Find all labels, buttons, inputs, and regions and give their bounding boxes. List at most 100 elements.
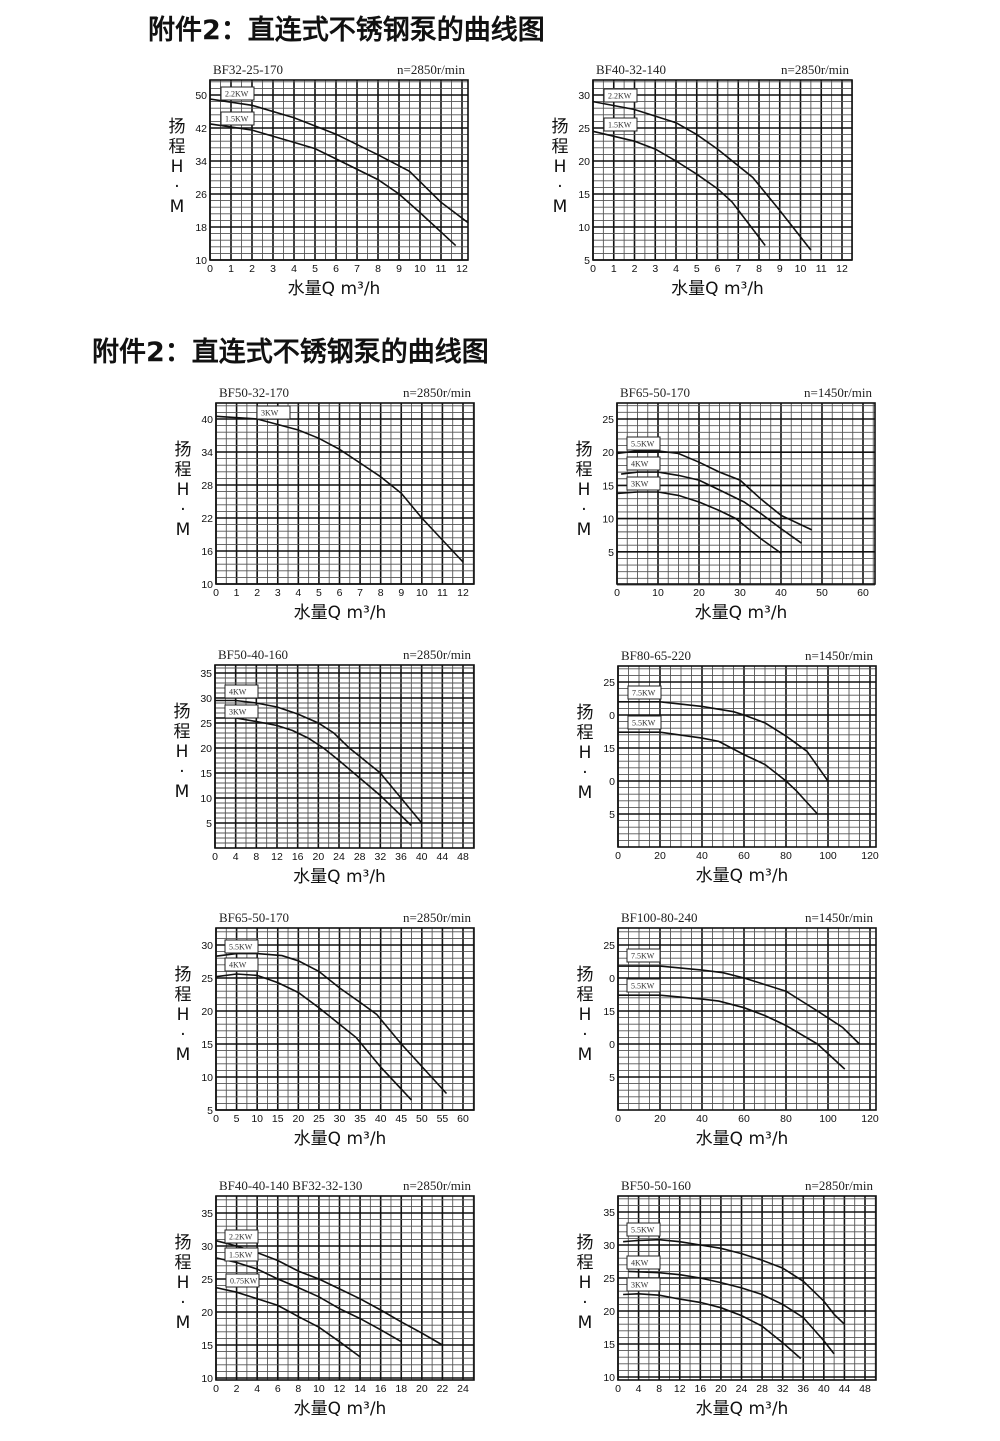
y-axis-label-char: 扬 — [577, 703, 594, 723]
y-tick-label: 15 — [602, 480, 614, 492]
x-tick-label: 9 — [777, 263, 783, 275]
y-tick-label: 10 — [603, 1372, 615, 1384]
x-tick-label: 8 — [253, 851, 259, 863]
y-axis-label-char: 扬 — [577, 1233, 594, 1253]
x-tick-label: 0 — [614, 587, 620, 599]
y-axis-label-char: 程 — [552, 137, 569, 157]
x-tick-label: 32 — [777, 1383, 789, 1395]
chart-8: BF100-80-240 n=1450r/min 0 20 40 60 80 100 120 5 0… — [577, 910, 879, 1149]
y-tick-label: 10 — [200, 793, 212, 805]
y-tick-label: 0 — [609, 973, 615, 985]
x-tick-label: 15 — [272, 1113, 284, 1125]
x-tick-label: 14 — [354, 1383, 366, 1395]
y-tick-label: 42 — [195, 123, 207, 135]
x-tick-label: 8 — [756, 263, 762, 275]
x-tick-label: 8 — [378, 587, 384, 599]
series-label-box — [220, 86, 255, 101]
series-label-box — [626, 978, 661, 993]
x-tick-label: 10 — [416, 587, 428, 599]
series-label: 4KW — [229, 688, 247, 697]
series-label-box — [603, 88, 638, 103]
series-label-box — [603, 117, 638, 132]
series-line-4KW — [628, 1270, 835, 1355]
x-tick-label: 3 — [270, 263, 276, 275]
y-tick-label: 5 — [584, 255, 590, 267]
y-axis-label-char: 扬 — [175, 440, 192, 460]
series-line-2.2KW — [209, 98, 469, 224]
y-axis-label-char: 程 — [175, 460, 192, 480]
x-tick-label: 4 — [295, 587, 301, 599]
series-label: 5.5KW — [631, 440, 655, 449]
y-axis-label-char: 程 — [577, 1253, 594, 1273]
y-axis-label-char: H — [578, 480, 591, 500]
x-axis-label: 水量Q m³/h — [293, 867, 386, 887]
y-axis-label-char: H — [177, 1005, 190, 1025]
speed-label: n=1450r/min — [805, 910, 873, 925]
y-tick-label: 16 — [201, 546, 213, 558]
x-tick-label: 9 — [398, 587, 404, 599]
y-tick-label: 10 — [201, 579, 213, 591]
series-label-box — [627, 685, 662, 700]
series-line-0.75KW — [215, 1286, 361, 1358]
y-tick-label: 35 — [200, 668, 212, 680]
y-tick-label: 5 — [609, 809, 615, 821]
chart-title: BF50-32-170 — [219, 385, 289, 400]
y-tick-label: 5 — [207, 1105, 213, 1117]
x-tick-label: 3 — [275, 587, 281, 599]
y-axis-label-char: H — [176, 742, 189, 762]
y-tick-label: 5 — [206, 818, 212, 830]
y-tick-label: 35 — [201, 1208, 213, 1220]
series-label-box — [626, 456, 661, 471]
x-tick-label: 60 — [738, 850, 750, 862]
chart-title: BF80-65-220 — [621, 648, 691, 663]
x-tick-label: 20 — [715, 1383, 727, 1395]
y-axis-label-char: · — [582, 1025, 587, 1045]
x-tick-label: 12 — [456, 263, 468, 275]
series-line-5.5KW — [623, 1238, 845, 1325]
y-tick-label: 30 — [201, 940, 213, 952]
series-line-3KW — [616, 491, 782, 554]
plot-frame — [617, 927, 877, 1111]
y-axis-label-char: · — [581, 500, 586, 520]
y-tick-label: 15 — [200, 768, 212, 780]
x-tick-label: 40 — [818, 1383, 830, 1395]
y-tick-label: 15 — [201, 1039, 213, 1051]
chart-title: BF65-50-170 — [620, 385, 690, 400]
x-tick-label: 32 — [374, 851, 386, 863]
y-axis-label-char: M — [175, 782, 190, 802]
x-tick-label: 12 — [836, 263, 848, 275]
y-axis-label-char: · — [174, 177, 179, 197]
x-tick-label: 5 — [234, 1113, 240, 1125]
series-label-box — [627, 715, 662, 730]
series-label: 2.2KW — [608, 92, 632, 101]
x-tick-label: 36 — [395, 851, 407, 863]
speed-label: n=1450r/min — [804, 385, 872, 400]
x-axis-label: 水量Q m³/h — [671, 279, 764, 299]
x-tick-label: 25 — [313, 1113, 325, 1125]
y-tick-label: 15 — [603, 1006, 615, 1018]
x-tick-label: 120 — [861, 1113, 879, 1125]
x-tick-label: 4 — [673, 263, 679, 275]
y-tick-label: 0 — [609, 710, 615, 722]
x-tick-label: 4 — [233, 851, 239, 863]
y-tick-label: 0 — [609, 1039, 615, 1051]
grid — [616, 403, 875, 586]
y-tick-label: 25 — [603, 940, 615, 952]
series-label-box — [220, 111, 255, 126]
x-tick-label: 0 — [213, 587, 219, 599]
x-axis-label: 水量Q m³/h — [294, 1399, 387, 1419]
x-tick-label: 100 — [819, 850, 837, 862]
y-axis-label-char: 扬 — [174, 702, 191, 722]
x-tick-label: 5 — [312, 263, 318, 275]
x-tick-label: 80 — [780, 850, 792, 862]
y-axis-label-char: 程 — [175, 985, 192, 1005]
x-tick-label: 80 — [780, 1113, 792, 1125]
x-tick-label: 6 — [333, 263, 339, 275]
y-axis-label-char: · — [582, 1293, 587, 1313]
series-line-2.2KW — [592, 100, 812, 251]
series-label-box — [224, 704, 259, 719]
